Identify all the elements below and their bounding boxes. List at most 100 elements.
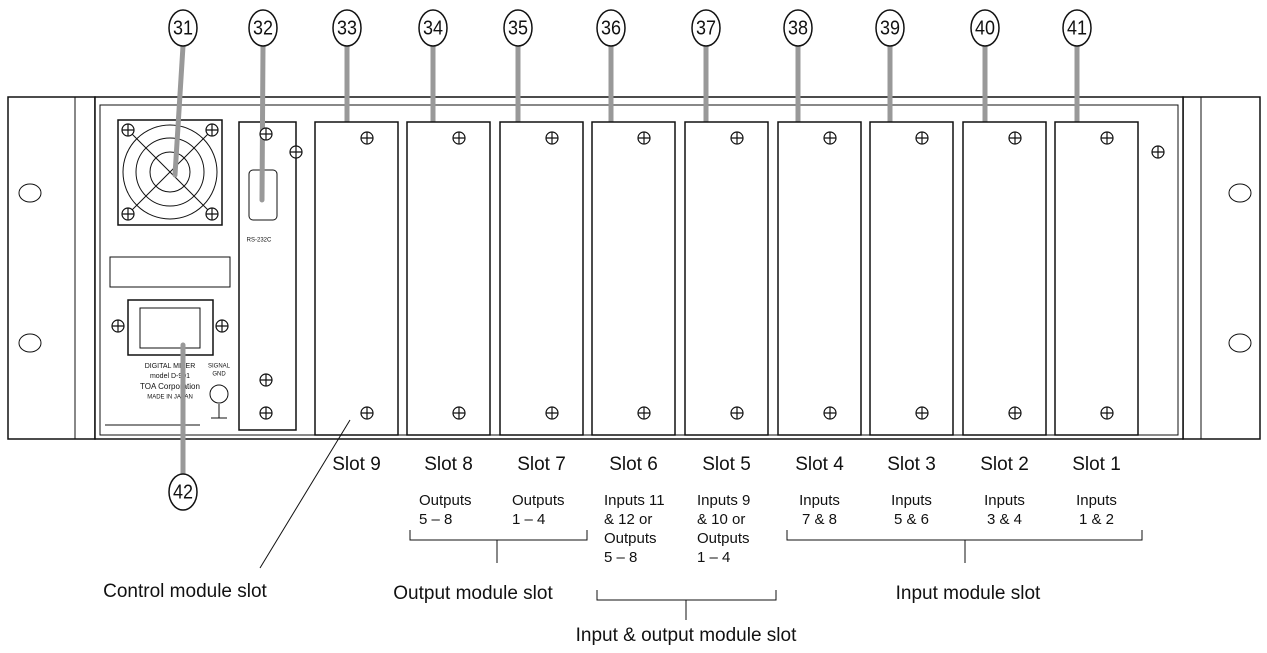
screw-cross — [824, 407, 836, 419]
screw-cross — [260, 407, 272, 419]
screw-cross — [546, 407, 558, 419]
panel-text: RS-232C — [247, 238, 272, 244]
callout-circle — [691, 9, 721, 47]
bracket-output — [409, 530, 588, 563]
slot-description: 1 & 2 — [1079, 511, 1114, 528]
screw-cross — [1009, 132, 1021, 144]
fan-ring — [135, 137, 205, 207]
rack-ear-left — [7, 96, 96, 440]
screw-cross — [638, 132, 650, 144]
slot-name: Slot 4 — [795, 454, 844, 475]
fan-ring — [122, 124, 218, 220]
rack-hole — [18, 333, 42, 353]
slot-cover — [777, 121, 862, 436]
screw-cross — [453, 407, 465, 419]
callout-circle — [168, 473, 198, 511]
callout-number: 33 — [337, 17, 357, 39]
callout-number: 32 — [253, 17, 273, 39]
screw-cross — [731, 407, 743, 419]
screw-cross — [916, 407, 928, 419]
slot-description: 7 & 8 — [802, 511, 837, 528]
bracket-input — [786, 530, 1143, 563]
rack-hole — [1228, 333, 1252, 353]
fan-ring — [149, 151, 191, 193]
slot-cover — [869, 121, 954, 436]
callout-circle — [1062, 9, 1092, 47]
slot-name: Slot 6 — [609, 454, 658, 475]
slot-description: Outputs — [512, 492, 565, 509]
slot-name: Slot 2 — [980, 454, 1029, 475]
slot-description: Inputs 9 — [697, 492, 750, 509]
slot-description: 5 – 8 — [419, 511, 452, 528]
slot-cover — [314, 121, 399, 436]
rack-hole — [18, 183, 42, 203]
bracket-io — [596, 590, 777, 620]
callout-number: 42 — [173, 481, 193, 503]
group-label: Input module slot — [896, 583, 1041, 604]
fan-guard — [127, 129, 213, 215]
slot-cover — [962, 121, 1047, 436]
panel-text: model D-901 — [150, 373, 190, 380]
slot-name: Slot 8 — [424, 454, 473, 475]
panel-text: GND — [212, 372, 226, 378]
screw-cross — [206, 124, 218, 136]
screw-cross — [206, 208, 218, 220]
panel-text: DIGITAL MIXER — [145, 363, 196, 370]
screw-cross — [361, 407, 373, 419]
slot-description: Outputs — [419, 492, 472, 509]
callout-circle — [503, 9, 533, 47]
screw-cross — [824, 132, 836, 144]
callout-number: 40 — [975, 17, 995, 39]
slot-description: & 12 or — [604, 511, 652, 528]
rack-ear-right — [1182, 96, 1261, 440]
slot-description: & 10 or — [697, 511, 745, 528]
callout-circle — [332, 9, 362, 47]
slot-description: Outputs — [604, 530, 657, 547]
callout-number: 39 — [880, 17, 900, 39]
callout-number: 41 — [1067, 17, 1087, 39]
slot-description: Inputs — [799, 492, 840, 509]
slot-description: 5 & 6 — [894, 511, 929, 528]
slot-cover — [406, 121, 491, 436]
rack-hole — [1228, 183, 1252, 203]
power-inlet-socket — [139, 307, 201, 349]
slot-name: Slot 3 — [887, 454, 936, 475]
callout-leader — [259, 43, 266, 203]
slot-name: Slot 9 — [332, 454, 381, 475]
callout-leader — [172, 43, 186, 178]
screw-cross — [216, 320, 228, 332]
screw-cross — [260, 128, 272, 140]
screw-cross — [916, 132, 928, 144]
callout-number: 35 — [508, 17, 528, 39]
screw-cross — [1009, 407, 1021, 419]
screw-cross — [638, 407, 650, 419]
label-plate — [109, 256, 231, 288]
callout-circle — [783, 9, 813, 47]
panel-text: MADE IN JAPAN — [147, 395, 193, 401]
group-label: Control module slot — [103, 581, 267, 602]
callout-number: 37 — [696, 17, 716, 39]
slot-cover — [591, 121, 676, 436]
group-label: Output module slot — [393, 583, 553, 604]
screw-cross — [290, 146, 302, 158]
slot-name: Slot 1 — [1072, 454, 1121, 475]
gnd-terminal — [209, 384, 229, 404]
callout-circle — [970, 9, 1000, 47]
screw-cross — [1152, 146, 1164, 158]
callout-circle — [168, 9, 198, 47]
slot-description: Inputs — [1076, 492, 1117, 509]
slot-description: Inputs 11 — [604, 492, 665, 509]
group-label: Input & output module slot — [576, 625, 797, 646]
screw-cross — [1101, 407, 1113, 419]
slot-description: 5 – 8 — [604, 549, 637, 566]
panel-text: SIGNAL — [208, 364, 231, 370]
slot-description: 1 – 4 — [512, 511, 545, 528]
callout-circle — [875, 9, 905, 47]
screw-cross — [1101, 132, 1113, 144]
slot-description: Outputs — [697, 530, 750, 547]
screw-cross — [361, 132, 373, 144]
leader-control — [259, 419, 351, 569]
callout-circle — [596, 9, 626, 47]
slot-description: 3 & 4 — [987, 511, 1022, 528]
